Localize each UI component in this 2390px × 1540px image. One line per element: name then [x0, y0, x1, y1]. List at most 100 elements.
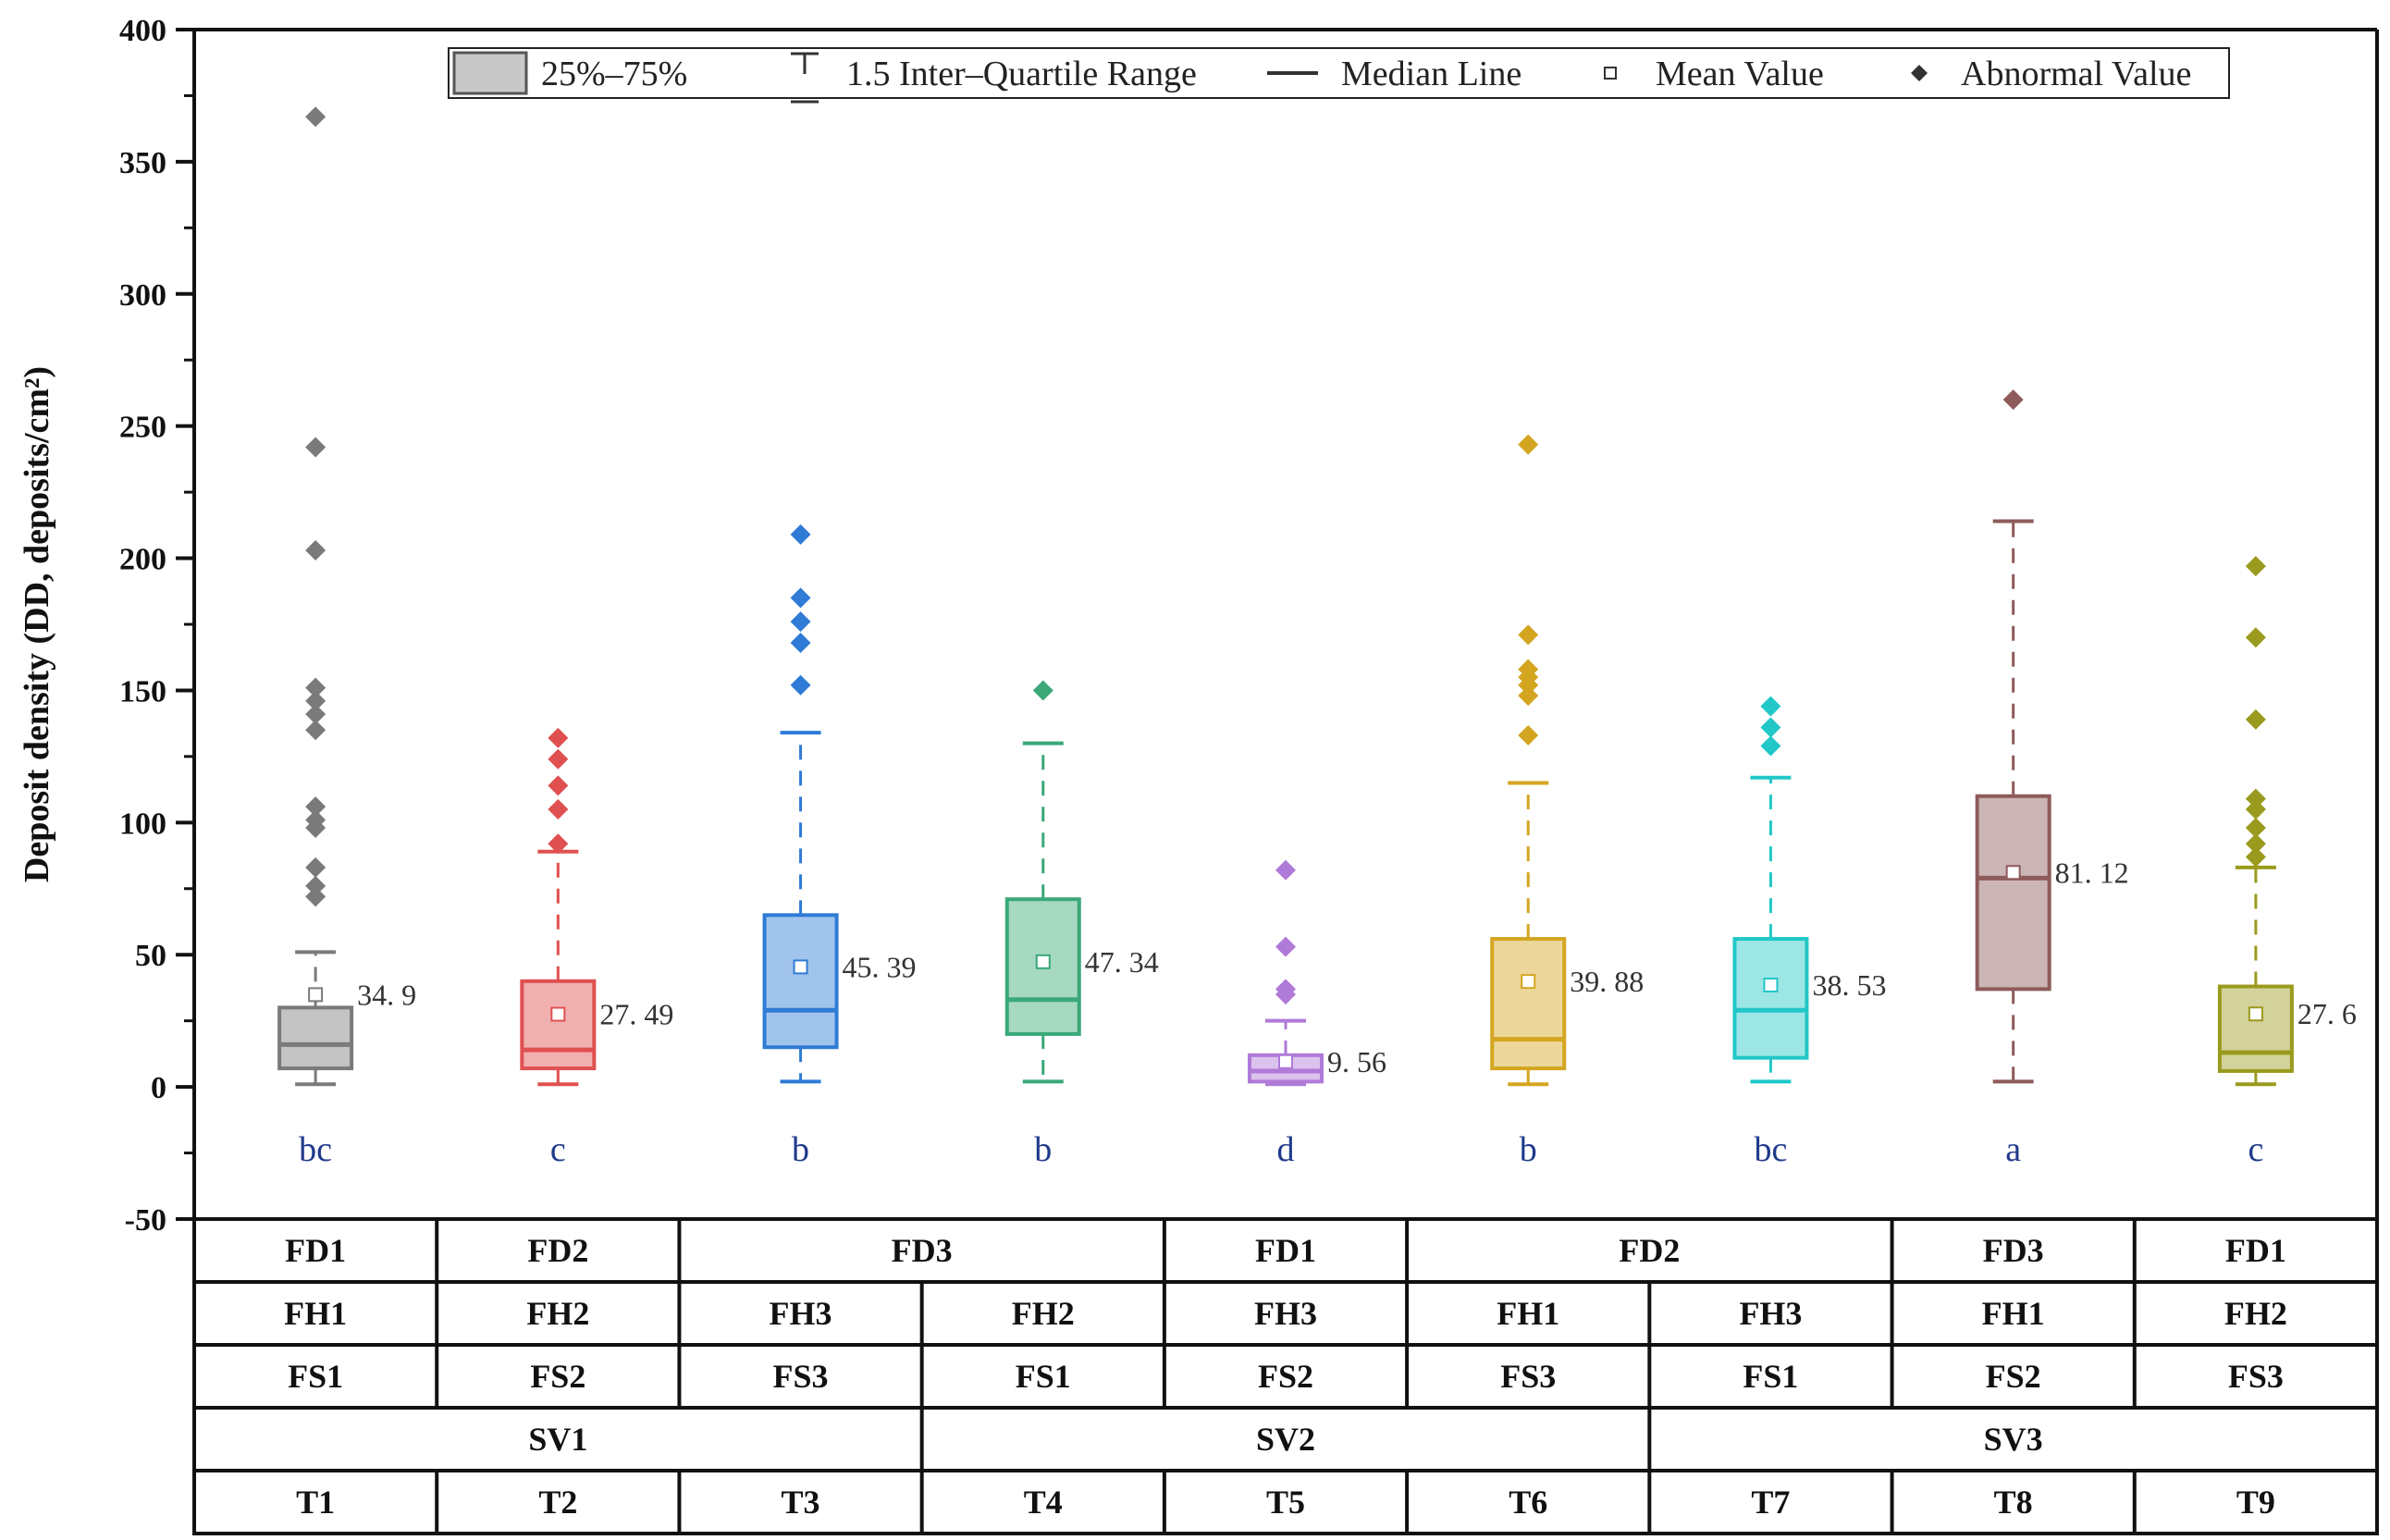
- legend-label-mean: Mean Value: [1656, 55, 1824, 93]
- table-cell-label: FH3: [770, 1295, 832, 1332]
- mean-marker: [1035, 954, 1051, 969]
- axes: -50 0 50 100 150 200 250 300 350 400: [119, 14, 2379, 1238]
- treatment-table: FD1 FD2 FD3 FD1 FD2 FD3 FD1 FH1 FH2 FH3 FH2 FH3 FH1 F…: [192, 1217, 2379, 1535]
- mean-value-label: 39. 88: [1570, 965, 1644, 998]
- table-cell-label: T1: [296, 1484, 335, 1521]
- outlier-point: [305, 809, 326, 831]
- mean-value-label: 27. 49: [599, 998, 673, 1031]
- legend-mean-marker: [1604, 67, 1617, 80]
- outlier-point: [305, 539, 326, 561]
- significance-letter: bc: [1755, 1130, 1788, 1169]
- table-cell-label: FD2: [527, 1232, 588, 1269]
- outlier-point: [790, 587, 811, 609]
- outlier-point: [305, 106, 326, 128]
- legend-outlier-marker: [1911, 65, 1928, 81]
- legend-label-box: 25%–75%: [541, 55, 687, 93]
- table-cell-label: FS3: [773, 1358, 829, 1395]
- outlier-point: [1518, 624, 1539, 646]
- table-cell-label: T3: [782, 1484, 820, 1521]
- table-cell-label: FS2: [1258, 1358, 1313, 1395]
- iqr-box: [2217, 984, 2294, 1073]
- table-cell-label: FS3: [2228, 1358, 2284, 1395]
- legend: 25%–75% 1.5 Inter–Quartile Range Median Li…: [448, 47, 2230, 104]
- table-cell-label: FD1: [2225, 1232, 2286, 1269]
- legend-box-swatch: [452, 51, 528, 95]
- significance-letter: d: [1277, 1130, 1295, 1169]
- outlier-point: [305, 720, 326, 741]
- table-cell-label: SV2: [1256, 1421, 1315, 1458]
- table-cell-label: T2: [538, 1484, 577, 1521]
- box-group-t2: 27. 49 c: [520, 727, 673, 1169]
- table-cell-label: FH2: [2224, 1295, 2287, 1332]
- table-cell-label: FS3: [1500, 1358, 1556, 1395]
- box-group-t7: 38. 53 bc: [1732, 696, 1886, 1169]
- table-cell-label: FH2: [1012, 1295, 1075, 1332]
- mean-marker: [1278, 1053, 1293, 1069]
- iqr-box: [762, 913, 839, 1050]
- outlier-point: [305, 690, 326, 711]
- table-cell-label: FS2: [1986, 1358, 2041, 1395]
- y-tick-label: 100: [119, 807, 166, 841]
- outlier-point: [1760, 735, 1781, 757]
- significance-letter: b: [792, 1130, 809, 1169]
- outlier-point: [1275, 859, 1296, 881]
- boxes: 34. 9 bc 27. 49 c 45. 39 b 47. 34 b 9. 56d 39. 88…: [277, 106, 2357, 1169]
- mean-value-label: 45. 39: [843, 950, 917, 983]
- table-cell-label: FH2: [526, 1295, 589, 1332]
- outlier-point: [2245, 556, 2266, 577]
- table-cell-label: T4: [1024, 1484, 1063, 1521]
- table-cell-label: FD3: [1983, 1232, 2044, 1269]
- significance-letter: b: [1034, 1130, 1052, 1169]
- outlier-point: [790, 674, 811, 696]
- outlier-point: [305, 856, 326, 878]
- y-tick-label: 350: [119, 146, 166, 180]
- box-group-t5: 9. 56 d: [1248, 859, 1386, 1169]
- y-tick-label: -50: [125, 1203, 166, 1238]
- mean-marker: [793, 959, 808, 975]
- y-tick-label: 50: [135, 939, 166, 973]
- table-cell-label: FH1: [284, 1295, 347, 1332]
- outlier-point: [548, 833, 569, 855]
- outlier-point: [548, 727, 569, 748]
- outlier-point: [1760, 717, 1781, 738]
- outlier-point: [305, 437, 326, 458]
- outlier-point: [790, 524, 811, 545]
- table-cell-label: FD1: [1255, 1232, 1316, 1269]
- iqr-box: [1975, 794, 2051, 992]
- box-group-t4: 47. 34 b: [1004, 680, 1159, 1169]
- box-group-t6: 39. 88 b: [1490, 434, 1644, 1169]
- outlier-point: [1275, 979, 1296, 1000]
- y-tick-label: 200: [119, 543, 166, 577]
- y-tick-label: 400: [119, 14, 166, 48]
- mean-value-label: 38. 53: [1812, 968, 1886, 1002]
- outlier-point: [1518, 434, 1539, 455]
- legend-label-whisker: 1.5 Inter–Quartile Range: [846, 55, 1197, 93]
- outlier-point: [1032, 680, 1053, 701]
- outlier-point: [1518, 685, 1539, 707]
- iqr-box: [520, 979, 597, 1071]
- table-cell-label: T6: [1509, 1484, 1547, 1521]
- y-tick-label: 250: [119, 411, 166, 445]
- table-cell-label: FD1: [285, 1232, 346, 1269]
- outlier-point: [305, 677, 326, 698]
- table-cell-label: FD2: [1619, 1232, 1680, 1269]
- mean-value-label: 34. 9: [357, 978, 416, 1011]
- mean-value-label: 27. 6: [2298, 997, 2357, 1030]
- box-group-t8: 81. 12 a: [1975, 389, 2129, 1169]
- y-tick-label: 300: [119, 278, 166, 313]
- outlier-point: [2245, 708, 2266, 730]
- iqr-box: [277, 1005, 354, 1071]
- outlier-point: [548, 748, 569, 770]
- mean-value-label: 47. 34: [1085, 945, 1159, 979]
- mean-value-label: 81. 12: [2055, 856, 2129, 889]
- significance-letter: a: [2005, 1130, 2021, 1169]
- mean-marker: [308, 987, 324, 1003]
- table-cell-label: T7: [1751, 1484, 1790, 1521]
- outlier-point: [548, 775, 569, 796]
- significance-letter: c: [550, 1130, 566, 1169]
- outlier-point: [548, 799, 569, 820]
- mean-marker: [2248, 1006, 2263, 1022]
- outlier-point: [1760, 696, 1781, 717]
- mean-marker: [2005, 865, 2021, 881]
